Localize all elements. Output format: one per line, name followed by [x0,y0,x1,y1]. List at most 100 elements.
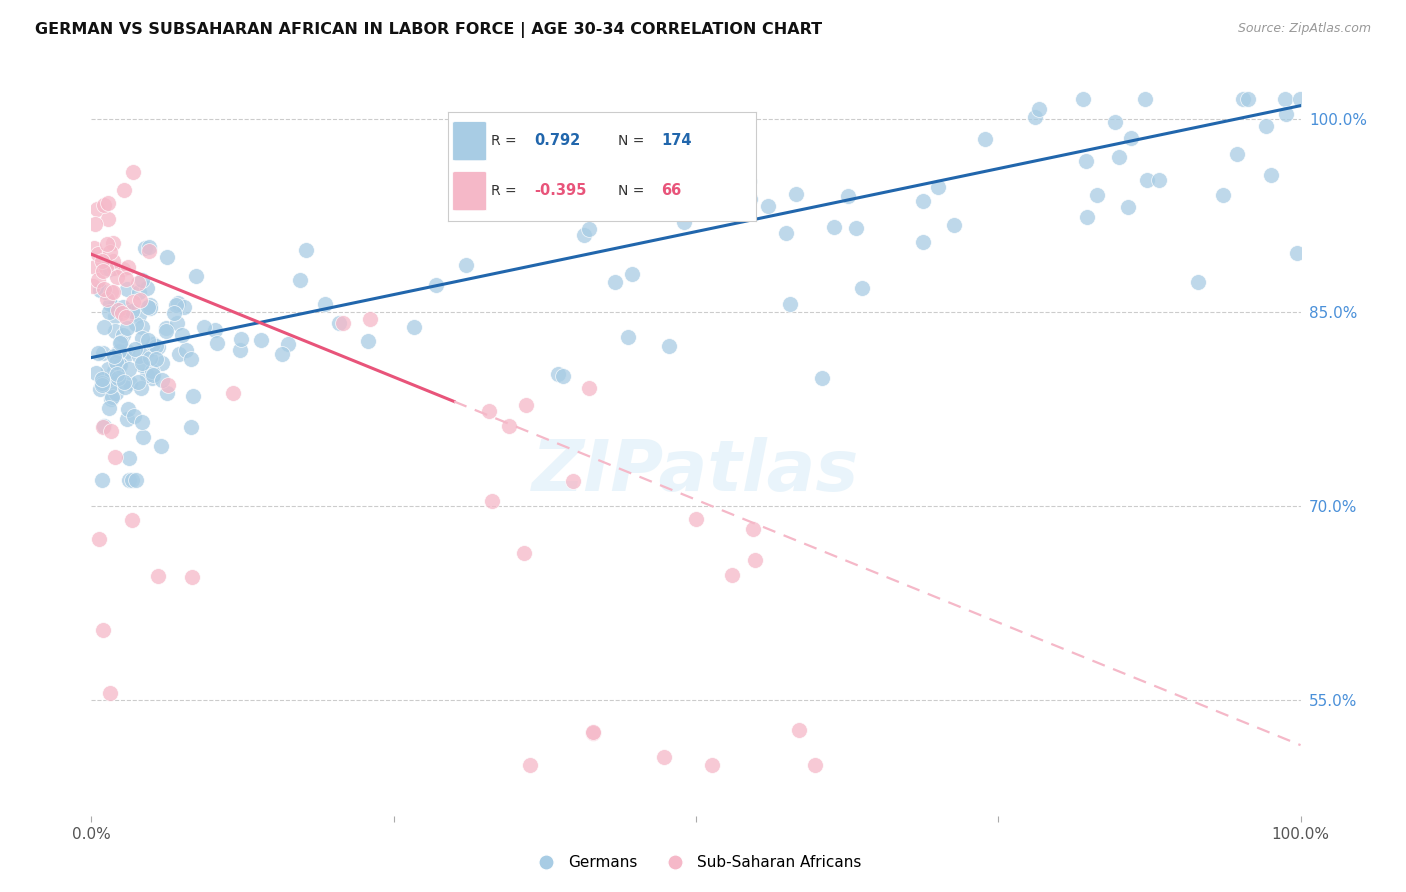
Point [121,473,143,487]
Point [205,335,228,350]
Point [156,250,179,264]
Point [105,351,128,365]
Point [104,355,127,369]
Point [496,149,519,163]
Point [141,371,163,385]
Point [359,312,381,326]
Point [1236,92,1258,106]
Point [1074,153,1097,168]
Point [117,402,139,417]
Point [811,371,834,385]
Point [87,246,110,260]
Point [121,513,143,527]
Point [1274,92,1296,106]
Point [519,757,541,772]
Point [104,324,127,338]
Point [93,282,115,296]
Point [775,226,797,240]
Point [779,297,801,311]
Point [172,328,194,343]
Point [93,419,115,434]
Point [150,440,173,454]
Point [124,318,146,332]
Point [98,262,121,277]
Point [912,194,935,208]
Point [135,281,157,295]
Point [103,350,125,364]
Point [1028,102,1050,116]
Point [180,419,202,434]
Point [582,726,605,740]
Point [1212,188,1234,202]
Point [83,241,105,255]
Point [94,285,117,299]
Point [314,297,336,311]
Point [141,364,163,378]
Point [1133,92,1156,106]
Point [1104,115,1126,129]
Point [193,320,215,334]
Point [107,302,129,317]
Text: GERMAN VS SUBSAHARAN AFRICAN IN LABOR FORCE | AGE 30-34 CORRELATION CHART: GERMAN VS SUBSAHARAN AFRICAN IN LABOR FO… [35,22,823,38]
Point [107,345,129,359]
Point [1289,92,1312,106]
Point [1232,92,1254,106]
Point [100,285,122,299]
Point [112,375,135,389]
Point [87,273,110,287]
Point [744,553,766,567]
Point [173,301,195,315]
Point [128,308,150,322]
Point [115,343,138,358]
Point [1285,246,1308,260]
Point [621,268,644,282]
Point [163,306,186,320]
Point [1085,188,1108,202]
Point [117,451,139,466]
Point [184,269,207,284]
Point [103,261,125,276]
Point [1147,173,1170,187]
Point [562,474,585,488]
Point [98,378,121,392]
Point [155,321,177,335]
Point [146,340,169,354]
Point [136,343,159,357]
Point [107,371,129,385]
Text: ZIPatlas: ZIPatlas [533,437,859,506]
Point [124,342,146,356]
Point [138,244,160,258]
Point [121,295,143,310]
Point [118,473,141,487]
Point [89,382,111,396]
Point [1187,275,1209,289]
Point [134,241,156,255]
Point [114,380,136,394]
Point [115,412,138,426]
Point [118,361,141,376]
Point [103,300,125,314]
Point [181,389,204,403]
Point [679,183,702,197]
Point [454,258,477,272]
Point [229,343,252,357]
Point [129,380,152,394]
Point [105,386,128,401]
Point [104,450,127,464]
Point [617,330,640,344]
Point [328,316,350,330]
Point [122,165,145,179]
Point [98,401,121,415]
Point [1119,130,1142,145]
Point [82,279,104,293]
Point [107,343,129,358]
Point [132,430,155,444]
Point [91,376,114,390]
Point [97,361,120,376]
Point [180,352,202,367]
Point [87,532,110,546]
Point [157,377,180,392]
Point [103,364,125,378]
Point [86,202,108,216]
Point [128,285,150,300]
